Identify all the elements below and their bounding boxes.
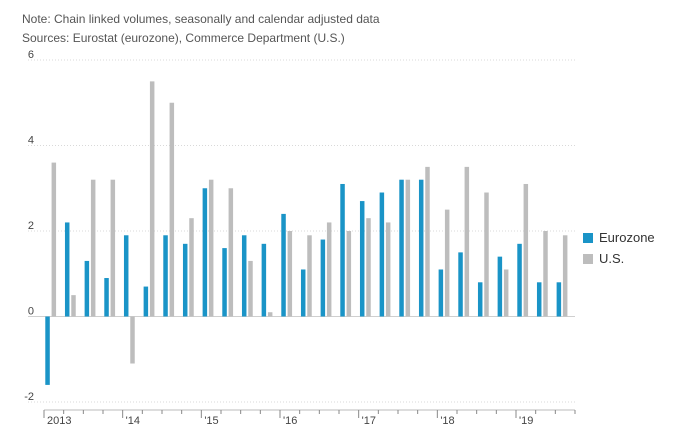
- bar-us: [425, 166, 430, 317]
- y-tick-label: -2: [24, 391, 34, 403]
- bar-eurozone: [320, 239, 326, 317]
- bar-us: [484, 192, 489, 317]
- chart-sources: Sources: Eurostat (eurozone), Commerce D…: [22, 31, 345, 45]
- bar-us: [110, 179, 116, 317]
- bar-eurozone: [202, 188, 208, 317]
- bar-us: [267, 312, 273, 317]
- bar-us: [130, 316, 135, 364]
- bar-eurozone: [340, 183, 345, 317]
- bar-us: [444, 209, 450, 317]
- bar-us: [287, 231, 293, 317]
- x-tick-label: '16: [283, 415, 297, 427]
- bar-us: [149, 81, 155, 317]
- bar-us: [169, 102, 175, 317]
- bar-eurozone: [84, 260, 90, 317]
- bar-us: [385, 222, 391, 317]
- x-tick-label: 2013: [47, 415, 71, 427]
- bar-eurozone: [261, 243, 267, 317]
- y-tick-label: 2: [28, 220, 34, 232]
- y-tick-label: 6: [28, 49, 34, 61]
- bar-us: [405, 179, 411, 317]
- bar-eurozone: [556, 282, 562, 317]
- legend-swatch-us: [583, 253, 593, 264]
- bar-eurozone: [123, 235, 129, 317]
- bar-eurozone: [438, 269, 444, 317]
- bar-us: [307, 235, 312, 317]
- bar-us: [71, 295, 76, 317]
- bar-us: [543, 231, 548, 317]
- bar-eurozone: [241, 235, 247, 317]
- bar-eurozone: [418, 179, 424, 317]
- bar-us: [228, 188, 234, 317]
- bar-us: [248, 260, 253, 317]
- bar-eurozone: [45, 316, 50, 385]
- bar-eurozone: [458, 252, 463, 317]
- bar-eurozone: [222, 248, 227, 317]
- legend-swatch-eurozone: [583, 232, 593, 243]
- legend-item-us: U.S.: [583, 248, 655, 269]
- legend-label-us: U.S.: [599, 251, 625, 266]
- bar-eurozone: [536, 282, 542, 317]
- bar-us: [562, 235, 568, 317]
- bar-eurozone: [143, 286, 149, 317]
- y-tick-label: 0: [28, 306, 34, 318]
- bar-eurozone: [300, 269, 306, 317]
- chart-note: Note: Chain linked volumes, seasonally a…: [22, 12, 380, 26]
- bar-eurozone: [104, 278, 109, 317]
- legend: Eurozone U.S.: [583, 227, 655, 269]
- bar-us: [366, 218, 371, 317]
- legend-label-eurozone: Eurozone: [599, 230, 655, 245]
- bar-eurozone: [64, 222, 70, 317]
- bar-us: [503, 269, 509, 317]
- x-tick-label: '15: [204, 415, 218, 427]
- x-tick-label: '18: [440, 415, 454, 427]
- bar-us: [326, 222, 332, 317]
- bar-eurozone: [182, 243, 188, 317]
- bar-eurozone: [163, 235, 168, 317]
- legend-item-eurozone: Eurozone: [583, 227, 655, 248]
- bar-us: [523, 183, 529, 317]
- bar-us: [189, 218, 194, 317]
- bar-us: [208, 179, 214, 317]
- bar-eurozone: [497, 256, 503, 317]
- bar-eurozone: [359, 201, 365, 317]
- bar-eurozone: [399, 179, 404, 317]
- bar-us: [346, 231, 352, 317]
- bar-eurozone: [517, 243, 522, 317]
- bar-eurozone: [477, 282, 483, 317]
- bar-us: [90, 179, 96, 317]
- bar-us: [51, 162, 57, 317]
- y-tick-label: 4: [28, 135, 34, 147]
- bar-eurozone: [379, 192, 385, 317]
- bar-eurozone: [281, 213, 286, 317]
- x-tick-label: '17: [362, 415, 376, 427]
- bar-us: [464, 166, 470, 317]
- x-tick-label: '14: [126, 415, 140, 427]
- x-tick-label: '19: [519, 415, 533, 427]
